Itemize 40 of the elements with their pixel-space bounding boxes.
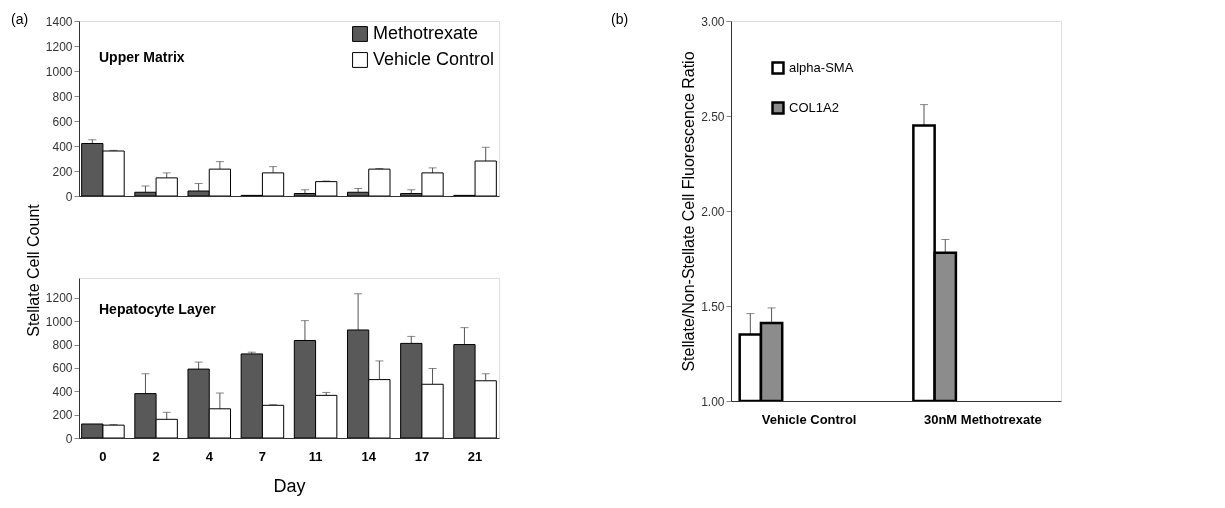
annotation: Upper Matrix: [99, 49, 185, 65]
y-tick-label: 800: [52, 338, 73, 353]
legend-label: Vehicle Control: [373, 49, 495, 69]
x-tick-label: 21: [467, 448, 483, 464]
x-tick-label: 2: [152, 448, 160, 464]
y-tick-label: 200: [52, 164, 73, 179]
y-tick-label: 800: [52, 89, 73, 104]
legend-label: alpha-SMA: [789, 60, 854, 75]
y-axis-title: Stellate Cell Count: [24, 203, 42, 337]
y-tick-label: 600: [52, 361, 73, 376]
x-tick-label: 11: [308, 448, 323, 464]
annotation: Hepatocyte Layer: [99, 301, 217, 317]
text: (a): [11, 11, 29, 27]
text: (b): [611, 11, 629, 27]
y-tick-label: 1000: [45, 314, 73, 329]
y-tick-label: 1400: [45, 14, 73, 29]
y-tick-label: 1.50: [701, 299, 725, 314]
y-axis-title: Stellate/Non-Stellate Cell Fluorescence Ratio: [680, 51, 698, 372]
y-tick-label: 0: [65, 189, 73, 204]
x-tick-label: 0: [99, 448, 107, 464]
x-tick-label: 7: [258, 448, 267, 464]
y-tick-label: 1000: [45, 64, 73, 79]
x-tick-label: 14: [361, 448, 377, 464]
y-tick-label: 3.00: [701, 14, 725, 29]
y-tick-label: 2.50: [701, 109, 725, 124]
y-tick-label: 2.00: [701, 204, 725, 219]
x-tick-label: 4: [205, 448, 214, 464]
x-tick-label: 17: [414, 448, 430, 464]
y-tick-label: 200: [52, 408, 73, 423]
y-tick-label: 600: [52, 114, 73, 129]
legend-label: Methotrexate: [373, 23, 479, 43]
y-tick-label: 400: [52, 384, 73, 399]
y-tick-label: 1200: [45, 39, 73, 54]
y-tick-label: 0: [65, 431, 73, 446]
y-tick-label: 1200: [45, 291, 73, 306]
x-axis-title: Day: [273, 475, 306, 496]
x-tick-label: 30nM Methotrexate: [923, 411, 1042, 427]
y-tick-label: 1.00: [701, 394, 725, 409]
y-tick-label: 400: [52, 139, 73, 154]
legend-label: COL1A2: [789, 100, 839, 115]
